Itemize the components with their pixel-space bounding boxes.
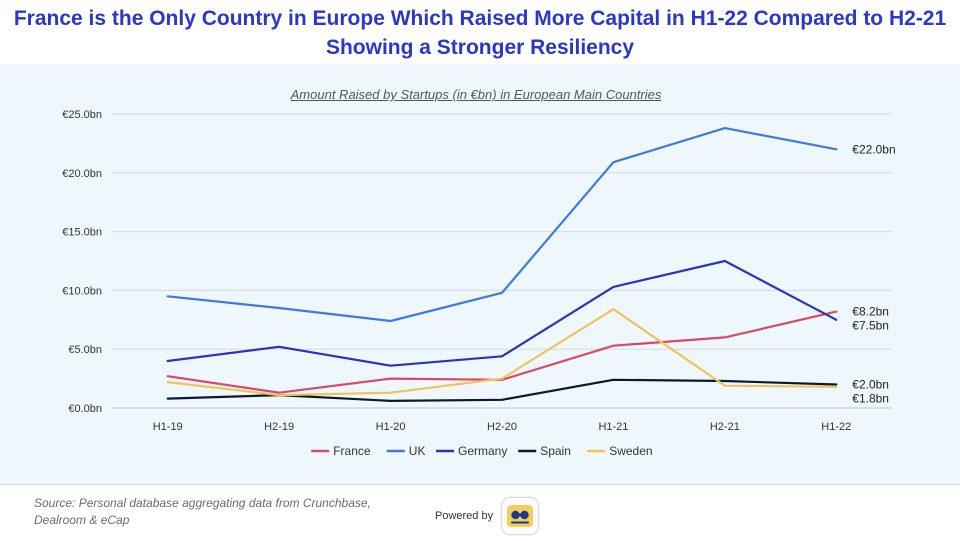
series-line-germany xyxy=(166,259,838,367)
x-tick-label: H2-20 xyxy=(487,421,517,433)
source-line-1: Source: Personal database aggregating da… xyxy=(34,496,371,510)
series-line-uk xyxy=(166,127,838,323)
title-line-2: Showing a Stronger Resiliency xyxy=(325,36,635,59)
end-label-germany: €7.5bn xyxy=(852,319,889,333)
y-axis-tick-labels: €0.0bn €5.0bn €10.0bn €15.0bn €20.0bn €25.0bn xyxy=(62,109,102,415)
series-line-france xyxy=(166,310,838,394)
legend-label: Germany xyxy=(458,444,507,458)
x-axis-tick-labels: H1-19 H2-19 H1-20 H2-20 H1-21 H2-21 H1-22 xyxy=(153,421,852,433)
legend-item-spain: Spain xyxy=(518,444,571,458)
source-line-2: Dealroom & eCap xyxy=(34,513,130,527)
x-tick-label: H1-20 xyxy=(376,421,406,433)
page-title: France is the Only Country in Europe Whi… xyxy=(0,4,960,62)
chart-panel xyxy=(0,64,960,484)
y-tick-label: €25.0bn xyxy=(62,109,102,121)
series-line-sweden xyxy=(166,308,838,397)
y-tick-label: €5.0bn xyxy=(68,344,102,356)
x-tick-label: H1-22 xyxy=(821,421,851,433)
powered-by-label: Powered by xyxy=(435,510,494,522)
footer-bar xyxy=(0,484,960,541)
x-tick-label: H2-19 xyxy=(264,421,294,433)
legend-label: UK xyxy=(409,444,426,458)
legend-item-germany: Germany xyxy=(436,444,507,458)
legend-label: Spain xyxy=(540,444,571,458)
legend-item-uk: UK xyxy=(386,444,426,458)
end-label-uk: €22.0bn xyxy=(852,142,895,156)
end-label-sweden: €1.8bn xyxy=(852,391,889,405)
series-lines xyxy=(166,127,838,402)
source-note: Source: Personal database aggregating da… xyxy=(34,495,414,529)
legend-label: Sweden xyxy=(609,444,652,458)
legend-label: France xyxy=(333,444,371,458)
y-tick-label: €10.0bn xyxy=(62,285,102,297)
y-tick-label: €0.0bn xyxy=(68,403,102,415)
x-tick-label: H1-19 xyxy=(153,421,183,433)
x-tick-label: H2-21 xyxy=(710,421,740,433)
legend-item-sweden: Sweden xyxy=(587,444,653,458)
y-tick-label: €15.0bn xyxy=(62,227,102,239)
y-tick-label: €20.0bn xyxy=(62,168,102,180)
x-tick-label: H1-21 xyxy=(598,421,628,433)
chart-gridlines xyxy=(112,113,892,409)
legend-item-france: France xyxy=(311,444,371,458)
end-value-labels: €8.2bn €22.0bn €7.5bn €2.0bn€1.8bn xyxy=(852,142,895,405)
end-label-france: €8.2bn xyxy=(852,305,889,319)
end-label-spain: €2.0bn xyxy=(852,377,889,391)
binoculars-icon[interactable] xyxy=(502,498,538,534)
chart-legend: France UK Germany Spain Sweden xyxy=(311,444,653,458)
title-line-1: France is the Only Country in Europe Whi… xyxy=(13,7,947,30)
chart-title: Amount Raised by Startups (in €bn) in Eu… xyxy=(290,87,662,102)
